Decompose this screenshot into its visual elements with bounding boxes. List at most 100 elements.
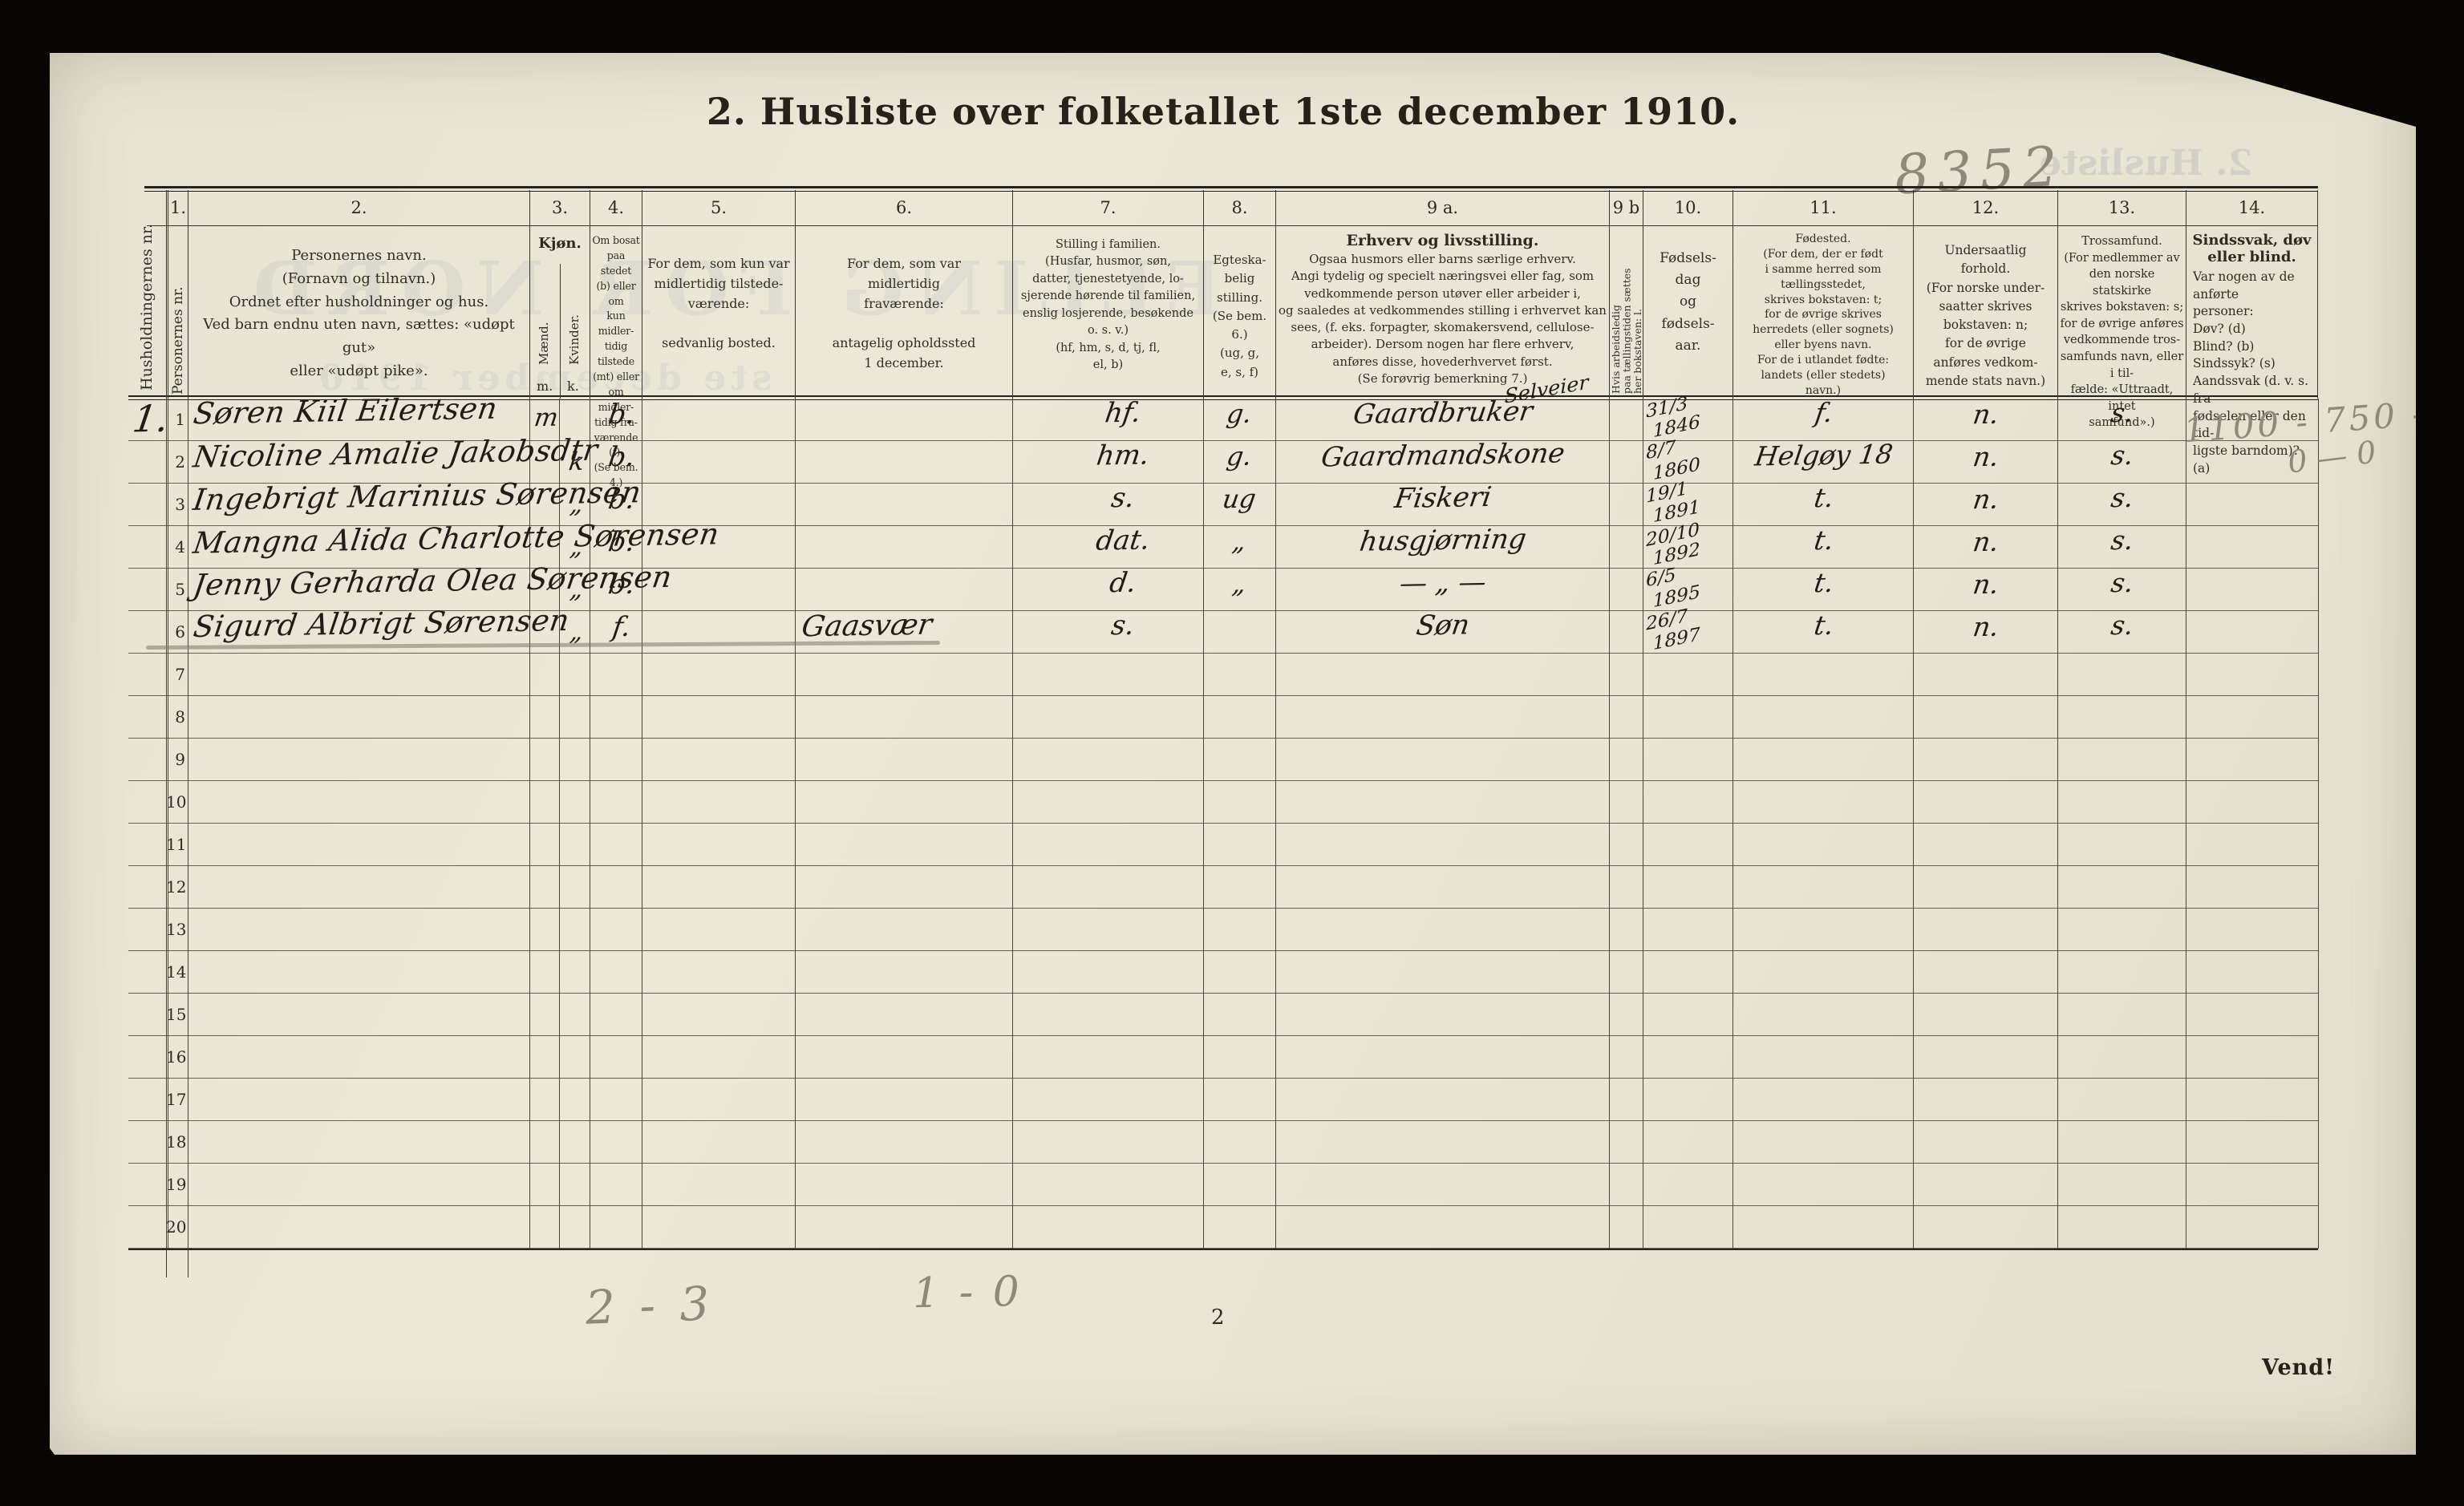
sex-female-mark: [560, 1212, 594, 1213]
bleedthrough-text: 2. Husliste: [2039, 143, 2253, 184]
religion: s.: [2109, 396, 2136, 429]
table-row: 4 Mangna Alida Charlotte Sørensen „ b. d…: [128, 516, 2318, 569]
citizenship: n.: [1971, 483, 2001, 516]
page-title: 2. Husliste over folketallet 1ste decemb…: [706, 90, 1741, 133]
table-row: 5 Jenny Gerharda Olea Sørensen „ b. d. „…: [128, 560, 2318, 612]
column-header-6: 6. For dem, som var midlertidig fraværen…: [795, 190, 1012, 399]
birthdate: [1646, 823, 1732, 824]
column-header-11-birthplace: 11. Fødested. (For dem, der er født i sa…: [1732, 190, 1913, 399]
marital-status: [1207, 865, 1271, 866]
marital-status: [1207, 1163, 1271, 1164]
table-row: 10: [128, 781, 2318, 824]
family-position: dat.: [1093, 524, 1153, 557]
occupation-main: — „ —: [1397, 566, 1489, 600]
occupation: Søn: [1276, 606, 1611, 644]
religion: s.: [2109, 524, 2136, 557]
person-number: 1: [175, 410, 185, 429]
column-number: 1.: [169, 198, 187, 217]
sex-female-mark: [560, 1085, 594, 1086]
sex-male-mark: [529, 1041, 563, 1042]
residence-status: [596, 1078, 647, 1079]
marital-status: „: [1230, 525, 1248, 557]
column-number: 4.: [607, 198, 625, 217]
residence-status: [596, 823, 647, 824]
birthplace: t.: [1812, 566, 1836, 599]
sex-male-mark: [529, 1211, 563, 1212]
birthdate: [1646, 865, 1732, 867]
census-table: Husholdningernes nr. 1. Personernes nr. …: [128, 186, 2319, 1277]
column-number: 9 a.: [1426, 198, 1459, 217]
table-row: 13: [128, 909, 2318, 951]
marital-status: [1207, 993, 1271, 994]
residence-status: [596, 908, 647, 909]
marital-status: [1207, 610, 1271, 611]
column-number: 9 b: [1612, 198, 1640, 217]
table-row: 19: [128, 1164, 2318, 1206]
birthplace: t.: [1812, 481, 1836, 514]
marital-status: g.: [1224, 440, 1254, 472]
grid-line: [1275, 399, 1276, 1249]
person-number: 13: [166, 920, 187, 939]
header-bottom-rule: [128, 395, 2318, 400]
sex-female-mark: [560, 745, 594, 746]
birthdate: [1646, 908, 1732, 909]
disability-description: Var nogen av de anførte personer: Døv? (…: [2193, 269, 2309, 476]
birthplace: t.: [1812, 524, 1836, 557]
sex-male-mark: [529, 1168, 563, 1169]
birthdate: [1646, 1120, 1732, 1122]
column-number: 7.: [1100, 198, 1116, 217]
sex-male-mark: [529, 658, 563, 659]
citizenship: n.: [1971, 398, 2001, 431]
marital-status: [1207, 950, 1271, 951]
occupation-main: husgjørning: [1357, 523, 1529, 558]
pencil-tally-left: 2 - 3: [584, 1276, 715, 1335]
birthplace-description: Fødested. (For dem, der er født i samme …: [1753, 233, 1894, 397]
occupation-main: Gaardmandskone: [1319, 437, 1567, 474]
citizenship: n.: [1971, 440, 2001, 473]
sex-female-mark: [560, 872, 594, 873]
table-row: 8: [128, 696, 2318, 739]
table-body: 1. 1 Søren Kiil Eilertsen m b. hf. g. Ga…: [128, 190, 2319, 1277]
family-position: s.: [1109, 609, 1137, 642]
person-number: 4: [175, 537, 185, 557]
table-row: 2 Nicoline Amalie Jakobsdtr k b. hm. g. …: [128, 433, 2318, 484]
table-top-rule: [144, 186, 2318, 192]
citizenship: n.: [1971, 610, 2001, 643]
sex-female-mark: „: [568, 532, 586, 562]
residence-status: [596, 738, 647, 739]
column-number: 14.: [2238, 198, 2266, 217]
grid-line: [529, 399, 530, 1249]
grid-line: [2057, 399, 2058, 1249]
birthplace: Helgøy 18: [1753, 438, 1895, 472]
disability-title: Sindssvak, døv eller blind.: [2192, 232, 2312, 265]
occupation: Fiskeri: [1276, 479, 1611, 516]
table-row: 9: [128, 739, 2318, 781]
column-header-9a-occupation: 9 a. Erhverv og livsstilling. Ogsaa husm…: [1275, 190, 1609, 399]
sex-female-mark: [560, 915, 594, 916]
person-name: Søren Kiil Eilertsen: [191, 391, 500, 431]
table-row: 20: [128, 1206, 2318, 1249]
occupation-note: Selveier: [1504, 370, 1590, 408]
table-row: 18: [128, 1121, 2318, 1164]
person-number: 15: [166, 1005, 187, 1024]
person-number: 18: [166, 1132, 187, 1152]
citizenship: n.: [1971, 525, 2001, 558]
family-position-description: Stilling i familien. (Husfar, husmor, sø…: [1020, 238, 1196, 372]
sex-male-mark: [529, 828, 563, 829]
grid-line: [1913, 399, 1914, 1249]
residence-status: [596, 1163, 647, 1164]
marital-status: [1207, 653, 1271, 654]
birthdate: 26/7 1897: [1645, 605, 1732, 654]
birthdate: [1646, 653, 1732, 654]
birthdate: [1646, 738, 1732, 739]
birthdate: 31/3 1846: [1645, 393, 1732, 442]
marital-status: [1207, 1120, 1271, 1121]
column-number: 13.: [2108, 198, 2136, 217]
sex-female-mark: „: [568, 489, 586, 520]
column-number: 2.: [351, 198, 367, 217]
birthdate: [1646, 1163, 1732, 1164]
temporary-present-description: For dem, som kun var midlertidig tilsted…: [647, 256, 790, 351]
sex-male-mark: m: [532, 403, 561, 433]
person-number: 7: [175, 665, 185, 684]
male-abbr: m.: [537, 379, 553, 394]
